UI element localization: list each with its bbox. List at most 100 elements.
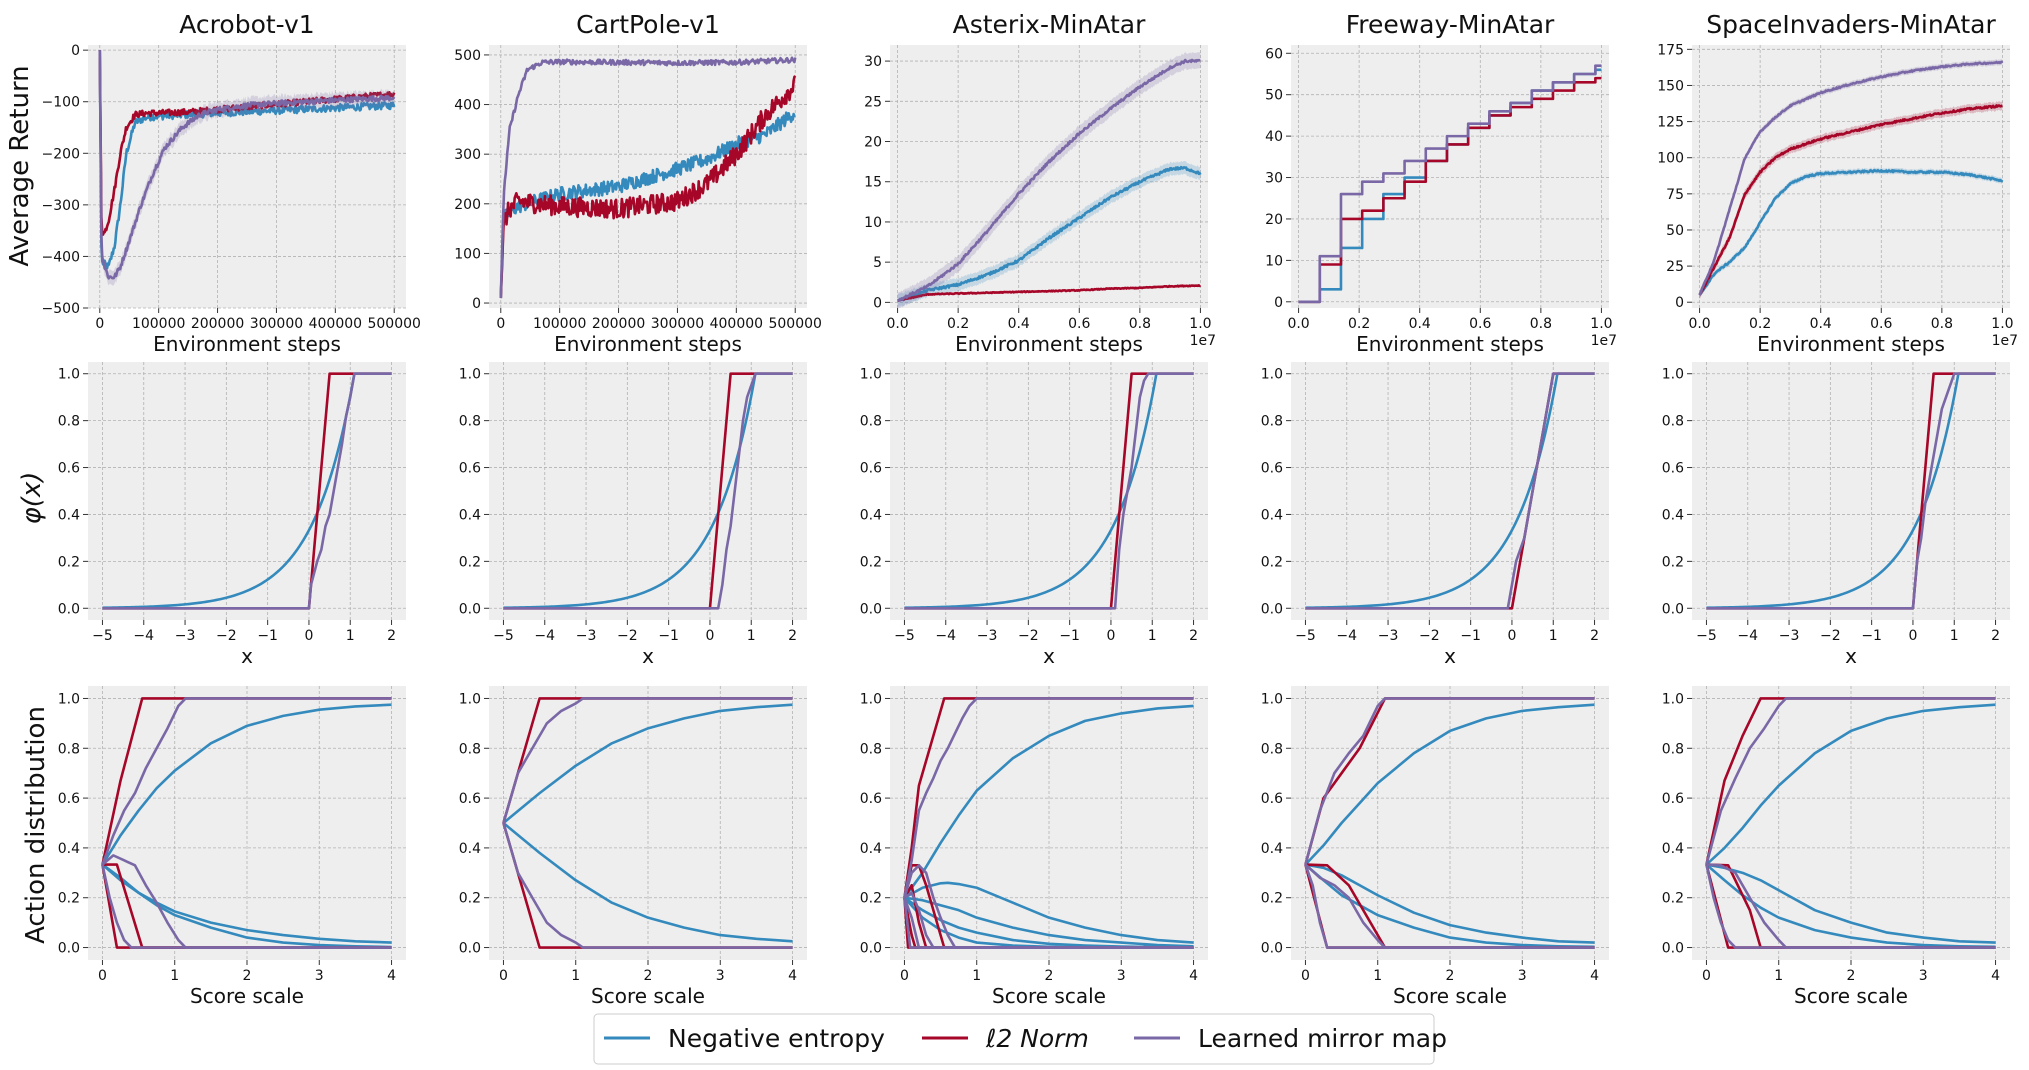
y-tick-label: 0.8 — [459, 414, 481, 430]
x-tick-label: −5 — [1696, 628, 1717, 644]
x-tick-label: 0 — [95, 316, 104, 332]
y-tick-label: 100 — [1657, 151, 1684, 167]
y-tick-label: 0.6 — [1261, 791, 1283, 807]
x-tick-label: 200000 — [191, 316, 244, 332]
row-ylabel-phi: φ(x) — [17, 472, 47, 525]
x-tick-label: −1 — [257, 628, 278, 644]
y-tick-label: 0.8 — [860, 741, 882, 757]
x-tick-label: 0.0 — [1688, 316, 1710, 332]
subplot-r2-c2: 0 1 2 3 4 0.0 0.2 0.4 0.6 0.8 1.0 Score scale — [860, 686, 1208, 1008]
series-line-negative_entropy — [1705, 863, 1996, 949]
subplot-title: Acrobot-v1 — [179, 10, 314, 39]
y-tick-label: 0.2 — [58, 891, 80, 907]
y-tick-label: 1.0 — [860, 691, 882, 707]
y-tick-label: 0.0 — [58, 601, 80, 617]
x-tick-label: −5 — [92, 628, 113, 644]
x-tick-label: −2 — [1820, 628, 1841, 644]
x-tick-label: 1 — [1373, 968, 1382, 984]
y-tick-label: 1.0 — [1662, 367, 1684, 383]
axis-offset-label: 1e7 — [1992, 333, 2018, 349]
x-tick-label: 0 — [98, 968, 107, 984]
x-tick-label: 1 — [1774, 968, 1783, 984]
x-axis-label: Environment steps — [153, 332, 341, 356]
x-tick-label: 1.0 — [1189, 316, 1211, 332]
y-tick-label: 0.4 — [1261, 507, 1283, 523]
y-tick-label: 0.4 — [1261, 841, 1283, 857]
y-tick-label: 50 — [1265, 88, 1283, 104]
y-tick-label: 0.6 — [58, 461, 80, 477]
series-line-learned_mirror_map — [101, 697, 392, 866]
y-tick-label: 0 — [1274, 295, 1283, 311]
legend-label-negative-entropy: Negative entropy — [668, 1024, 885, 1053]
series-line-negative_entropy — [897, 165, 1202, 302]
x-tick-label: −5 — [493, 628, 514, 644]
x-tick-label: 4 — [788, 968, 797, 984]
plot-area — [1291, 362, 1609, 620]
x-tick-label: 100000 — [533, 316, 586, 332]
y-tick-label: 25 — [864, 94, 882, 110]
y-tick-label: 1.0 — [58, 367, 80, 383]
x-tick-label: −5 — [1295, 628, 1316, 644]
y-tick-label: 0.8 — [1662, 741, 1684, 757]
x-tick-label: −2 — [617, 628, 638, 644]
y-tick-label: 175 — [1657, 42, 1684, 58]
series-line-negative_entropy — [503, 372, 793, 610]
y-tick-label: 0.6 — [459, 461, 481, 477]
y-tick-label: 0.0 — [1662, 941, 1684, 957]
y-tick-label: 20 — [864, 135, 882, 151]
series-line-learned_mirror_map — [102, 372, 392, 610]
subplot-r0-c1: 0 100000 200000 300000 400000 500000 0 100 200 30… — [454, 10, 822, 356]
x-tick-label: 0.4 — [1008, 316, 1030, 332]
x-tick-label: 0.2 — [947, 316, 969, 332]
y-tick-label: 0.4 — [459, 507, 481, 523]
series-line-learned_mirror_map — [903, 697, 1194, 898]
series-group — [503, 372, 793, 610]
x-tick-label: 1 — [1148, 628, 1157, 644]
x-tick-label: 4 — [1590, 968, 1599, 984]
y-tick-label: 0.2 — [459, 891, 481, 907]
x-tick-label: 0.6 — [1870, 316, 1892, 332]
series-line-negative_entropy — [1305, 372, 1595, 610]
series-line-l2_norm — [897, 284, 1202, 303]
y-tick-label: 0.2 — [860, 554, 882, 570]
x-tick-label: −4 — [1737, 628, 1758, 644]
series-line-learned_mirror_map — [502, 697, 793, 824]
y-tick-label: 0.8 — [58, 414, 80, 430]
y-tick-label: 100 — [454, 246, 481, 262]
axis-offset-label: 1e7 — [1591, 333, 1617, 349]
subplot-r0-c0: 0 100000 200000 300000 400000 500000 −500 −400 −… — [42, 10, 421, 356]
y-tick-label: 50 — [1666, 223, 1684, 239]
x-tick-label: −4 — [935, 628, 956, 644]
series-line-learned_mirror_map — [98, 50, 396, 280]
x-tick-label: 3 — [1117, 968, 1126, 984]
series-line-negative_entropy — [101, 703, 392, 866]
y-tick-label: 0.2 — [1662, 891, 1684, 907]
subplot-r1-c3: −5 −4 −3 −2 −1 0 1 2 0.0 0.2 0.4 0.6 0.8 1.0 x — [1261, 362, 1609, 668]
y-tick-label: 0.6 — [1662, 791, 1684, 807]
y-tick-label: 0.2 — [58, 554, 80, 570]
x-axis-label: x — [1043, 644, 1055, 668]
y-tick-label: 0.0 — [1261, 601, 1283, 617]
y-tick-label: 0.2 — [1662, 554, 1684, 570]
y-tick-label: 1.0 — [1662, 691, 1684, 707]
x-axis-label: x — [1444, 644, 1456, 668]
y-tick-label: 0.0 — [1261, 941, 1283, 957]
subplot-r0-c2: 0.0 0.2 0.4 0.6 0.8 1.0 0 5 10 15 20 25 30 Asterix-Mi… — [864, 10, 1216, 356]
subplot-r1-c4: −5 −4 −3 −2 −1 0 1 2 0.0 0.2 0.4 0.6 0.8 1.0 x — [1662, 362, 2010, 668]
x-tick-label: 4 — [1189, 968, 1198, 984]
series-line-learned_mirror_map — [897, 58, 1201, 302]
x-tick-label: 500000 — [768, 316, 821, 332]
series-line-negative_entropy — [1304, 863, 1595, 949]
x-tick-label: 0.8 — [1530, 316, 1552, 332]
y-tick-label: 0.8 — [58, 741, 80, 757]
y-tick-label: −300 — [42, 198, 80, 214]
y-tick-label: 0.0 — [459, 601, 481, 617]
x-tick-label: 100000 — [132, 316, 185, 332]
series-group — [1706, 372, 1996, 610]
x-tick-label: −3 — [576, 628, 597, 644]
plot-area — [1692, 45, 2010, 308]
y-tick-label: 0.6 — [1261, 461, 1283, 477]
x-tick-label: −4 — [1336, 628, 1357, 644]
y-tick-label: 200 — [454, 197, 481, 213]
